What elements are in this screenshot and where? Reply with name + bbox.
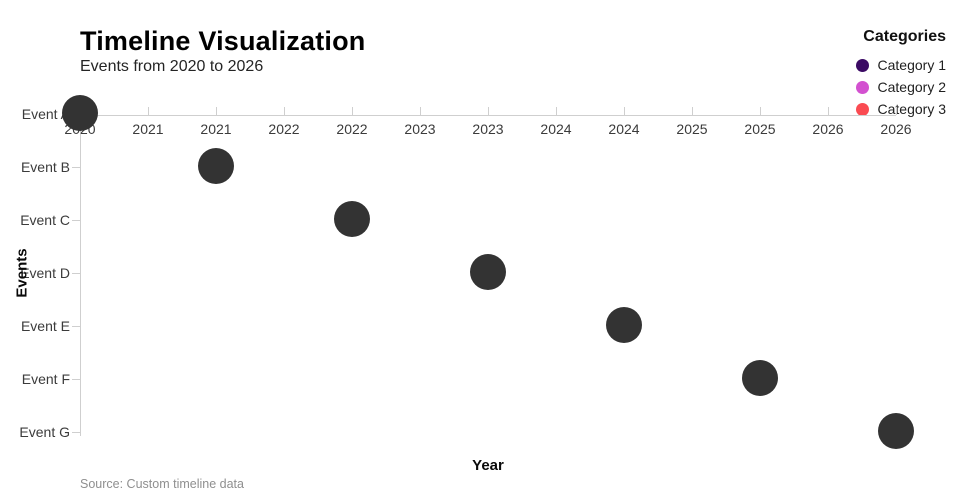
legend-swatch-icon: [855, 102, 869, 116]
y-tick-label: Event E: [20, 318, 70, 334]
x-tick-mark: [352, 107, 353, 115]
x-tick-mark: [896, 107, 897, 115]
data-point-event-b: [198, 148, 234, 184]
data-point-event-e: [606, 307, 642, 343]
x-tick-mark: [692, 107, 693, 115]
y-axis-line: [80, 114, 81, 436]
y-tick-label: Event F: [21, 371, 70, 387]
y-tick-label: Event B: [20, 159, 70, 175]
legend-item-category-2: Category 2: [766, 76, 946, 98]
x-axis-line: [80, 115, 896, 116]
x-axis-title: Year: [472, 457, 504, 474]
legend-swatch-icon: [855, 80, 869, 94]
x-tick-label: 2026: [880, 121, 912, 137]
legend-item-label: Category 2: [877, 79, 946, 95]
data-point-event-f: [742, 360, 778, 396]
source-note: Source: Custom timeline data: [80, 477, 244, 491]
y-axis-title: Events: [13, 248, 31, 298]
y-tick-mark: [72, 167, 80, 168]
legend: Categories Category 1 Category 2 Category …: [766, 28, 946, 120]
x-tick-label: 2023: [472, 121, 504, 137]
y-tick-label: Event D: [20, 265, 70, 281]
x-tick-label: 2021: [132, 121, 164, 137]
x-tick-mark: [828, 107, 829, 115]
x-tick-mark: [556, 107, 557, 115]
y-tick-mark: [72, 379, 80, 380]
x-tick-label: 2022: [336, 121, 368, 137]
legend-items: Category 1 Category 2 Category 3: [766, 54, 946, 120]
x-tick-label: 2021: [200, 121, 232, 137]
x-tick-mark: [624, 107, 625, 115]
legend-swatch-icon: [855, 58, 869, 72]
x-tick-mark: [760, 107, 761, 115]
y-tick-label: Event A: [21, 106, 70, 122]
legend-item-category-1: Category 1: [766, 54, 946, 76]
x-tick-label: 2026: [812, 121, 844, 137]
y-tick-mark: [72, 273, 80, 274]
x-tick-label: 2024: [608, 121, 640, 137]
chart-subtitle: Events from 2020 to 2026: [80, 58, 264, 75]
x-tick-label: 2022: [268, 121, 300, 137]
data-point-event-g: [878, 413, 914, 449]
x-tick-mark: [216, 107, 217, 115]
x-tick-label: 2023: [404, 121, 436, 137]
data-point-event-d: [470, 254, 506, 290]
x-tick-mark: [488, 107, 489, 115]
legend-item-category-3: Category 3: [766, 98, 946, 120]
x-tick-mark: [420, 107, 421, 115]
y-tick-mark: [72, 432, 80, 433]
x-tick-label: 2025: [676, 121, 708, 137]
legend-title: Categories: [863, 28, 946, 45]
x-tick-label: 2024: [540, 121, 572, 137]
data-point-event-c: [334, 201, 370, 237]
data-point-event-a: [62, 95, 98, 131]
chart-title: Timeline Visualization: [80, 26, 366, 56]
y-tick-mark: [72, 326, 80, 327]
y-tick-label: Event G: [19, 424, 70, 440]
x-tick-label: 2025: [744, 121, 776, 137]
x-tick-mark: [284, 107, 285, 115]
y-tick-mark: [72, 220, 80, 221]
y-tick-label: Event C: [20, 212, 70, 228]
legend-item-label: Category 3: [877, 101, 946, 117]
legend-item-label: Category 1: [877, 57, 946, 73]
x-tick-mark: [148, 107, 149, 115]
